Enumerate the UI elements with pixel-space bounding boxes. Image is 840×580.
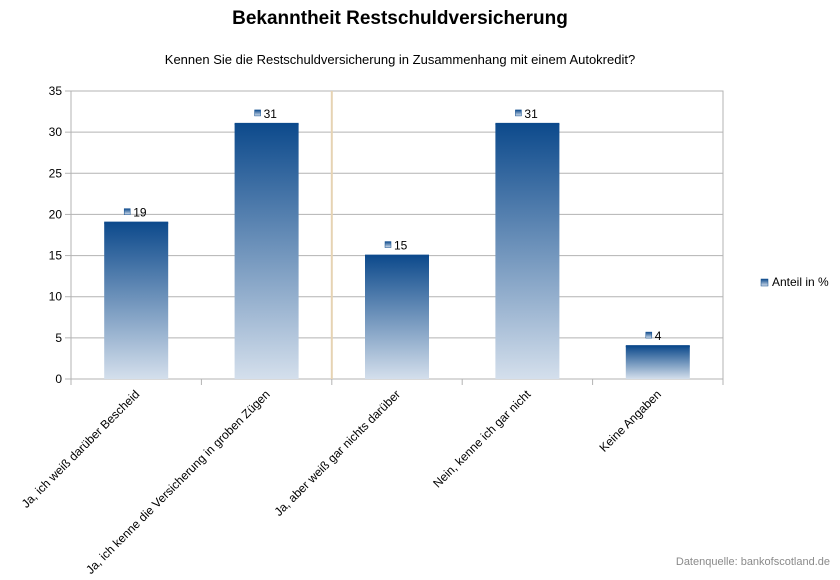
y-tick-label: 20 [49,207,63,221]
bar [625,346,690,379]
y-tick-label: 25 [49,166,63,180]
legend-label: Anteil in % [772,275,829,289]
data-label-marker [384,241,392,248]
bar [495,123,560,380]
x-category-label: Ja, ich weiß darüber Bescheid [19,387,143,511]
chart-title: Bekanntheit Restschuldversicherung [232,8,568,29]
y-tick-label: 0 [55,372,62,386]
data-label-marker [123,208,131,215]
data-label-marker [254,109,261,117]
y-tick-label: 15 [49,249,63,263]
data-labels: 19 31 15 31 4 [123,107,662,343]
legend: Anteil in % [760,275,829,289]
x-category-label: Ja, aber weiß gar nichts darüber [272,387,404,519]
chart-subtitle: Kennen Sie die Restschuldversicherung in… [164,52,636,67]
y-tick-label: 30 [49,125,63,139]
bar [365,255,429,379]
x-category-label: Keine Angaben [596,387,663,454]
data-source: Datenquelle: bankofscotland.de [675,556,830,568]
x-category-label: Nein, kenne ich gar nicht [430,387,534,491]
data-label-marker [645,331,653,339]
data-label: 4 [655,329,662,343]
data-label: 19 [133,206,147,220]
bar [104,222,169,379]
y-tick-label: 5 [55,331,62,345]
y-tick-label: 35 [49,84,63,98]
bar [234,123,299,380]
data-label: 31 [264,107,278,121]
data-label-marker [515,109,522,117]
data-label: 15 [394,239,408,253]
legend-swatch [760,278,769,287]
bars [104,122,690,380]
y-tick-label: 10 [49,290,63,304]
data-label: 31 [524,107,538,121]
